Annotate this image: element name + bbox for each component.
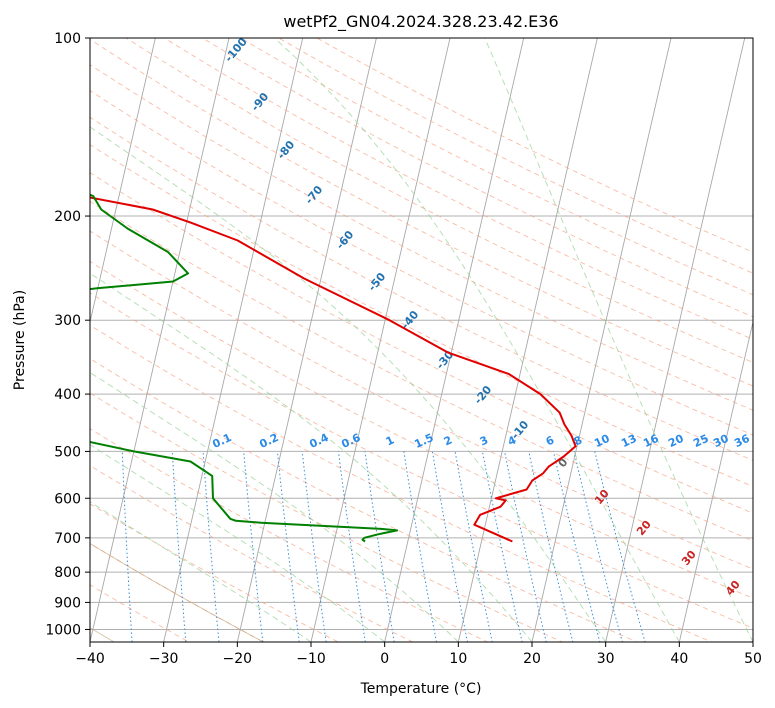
mixing-ratio-line <box>594 451 646 642</box>
mixing-ratio-line <box>573 451 623 642</box>
dry-adiabat <box>163 38 753 340</box>
y-tick-label: 200 <box>54 209 81 225</box>
isotherm <box>678 319 753 642</box>
chart-title: wetPf2_GN04.2024.328.23.42.E36 <box>283 12 558 32</box>
mixing-ratio-label: 13 <box>619 432 638 450</box>
temperature-profile <box>90 196 577 543</box>
moist-adiabat <box>273 38 680 642</box>
x-axis-label: Temperature (°C) <box>360 681 482 697</box>
y-tick-label: 1000 <box>45 622 81 638</box>
mixing-ratio-line <box>528 451 574 642</box>
isotherm <box>457 38 598 642</box>
dewpoint-profile <box>90 193 399 543</box>
mixing-ratio-line <box>403 451 437 642</box>
dry-adiabat <box>90 392 564 642</box>
isotherm <box>90 38 156 325</box>
y-tick-label: 400 <box>54 387 81 403</box>
x-tick-label: 50 <box>744 651 762 667</box>
x-tick-label: 40 <box>670 651 688 667</box>
y-tick-label: 300 <box>54 313 81 329</box>
mixing-ratio-label: 10 <box>592 432 612 450</box>
isotherm <box>90 38 230 642</box>
mixing-ratio-label: 36 <box>732 432 752 450</box>
isotherm <box>236 38 377 642</box>
isotherm <box>531 38 672 642</box>
isotherm <box>384 38 525 642</box>
x-tick-label: 10 <box>449 651 467 667</box>
dry-adiabat <box>90 38 753 387</box>
dry-adiabat <box>90 64 753 411</box>
y-tick-label: 700 <box>54 531 81 547</box>
moist-adiabat <box>90 272 533 642</box>
mixing-ratio-line <box>301 451 327 642</box>
moist-adiabat <box>484 38 753 642</box>
dry-adiabat <box>90 200 753 542</box>
x-tick-label: −40 <box>75 651 105 667</box>
mixing-ratio-line <box>431 451 469 642</box>
dry-adiabat <box>90 503 340 642</box>
dry-adiabat <box>90 116 753 461</box>
plot-frame <box>89 37 754 643</box>
y-tick-label: 500 <box>54 444 81 460</box>
mixing-ratio-line <box>337 451 366 642</box>
dry-adiabat <box>90 144 753 487</box>
mixing-ratio-line <box>553 451 601 642</box>
dry-adiabat <box>90 260 753 599</box>
background-lines <box>90 38 753 642</box>
y-tick-label: 800 <box>54 565 81 581</box>
isotherm <box>310 38 451 642</box>
y-tick-label: 100 <box>54 31 81 47</box>
mixing-ratio-line <box>454 451 493 642</box>
mixing-ratio-line <box>121 451 133 642</box>
axes: −40 −30 −20 −10 0 10 20 30 40 50 100 200 300 400 500 60… <box>45 31 762 667</box>
data-profiles <box>90 193 577 543</box>
isotherm <box>163 38 304 642</box>
reference-adiabat <box>90 543 265 642</box>
mixing-ratio-line <box>171 451 187 642</box>
y-axis-label: Pressure (hPa) <box>12 290 28 390</box>
mixing-ratio-label: 25 <box>691 432 710 450</box>
mixing-ratio-line <box>482 451 523 642</box>
x-tick-label: −30 <box>149 651 179 667</box>
dry-adiabat <box>90 324 713 642</box>
y-tick-label: 600 <box>54 491 81 507</box>
mixing-ratio-label: 16 <box>641 432 661 450</box>
y-tick-label: 900 <box>54 595 81 611</box>
moist-adiabat <box>90 444 385 642</box>
mixing-ratio-label: 20 <box>666 432 686 450</box>
mixing-ratio-line <box>202 451 220 642</box>
x-tick-label: 0 <box>380 651 389 667</box>
dry-adiabat <box>90 428 489 642</box>
dry-adiabat <box>90 292 753 629</box>
dry-adiabat <box>90 465 414 642</box>
x-tick-label: −10 <box>296 651 326 667</box>
dry-adiabat <box>201 38 753 318</box>
x-tick-label: 20 <box>523 651 541 667</box>
dry-adiabat <box>90 172 753 514</box>
mixing-ratio-label: 30 <box>711 432 731 450</box>
x-tick-label: −20 <box>223 651 253 667</box>
moist-adiabat <box>90 372 459 642</box>
mixing-ratio-line <box>364 451 395 642</box>
mixing-ratio-line <box>276 451 300 642</box>
x-tick-label: 30 <box>597 651 615 667</box>
mixing-ratio-line <box>243 451 264 642</box>
isotherm <box>605 38 746 642</box>
mixing-ratio-line <box>504 451 547 642</box>
